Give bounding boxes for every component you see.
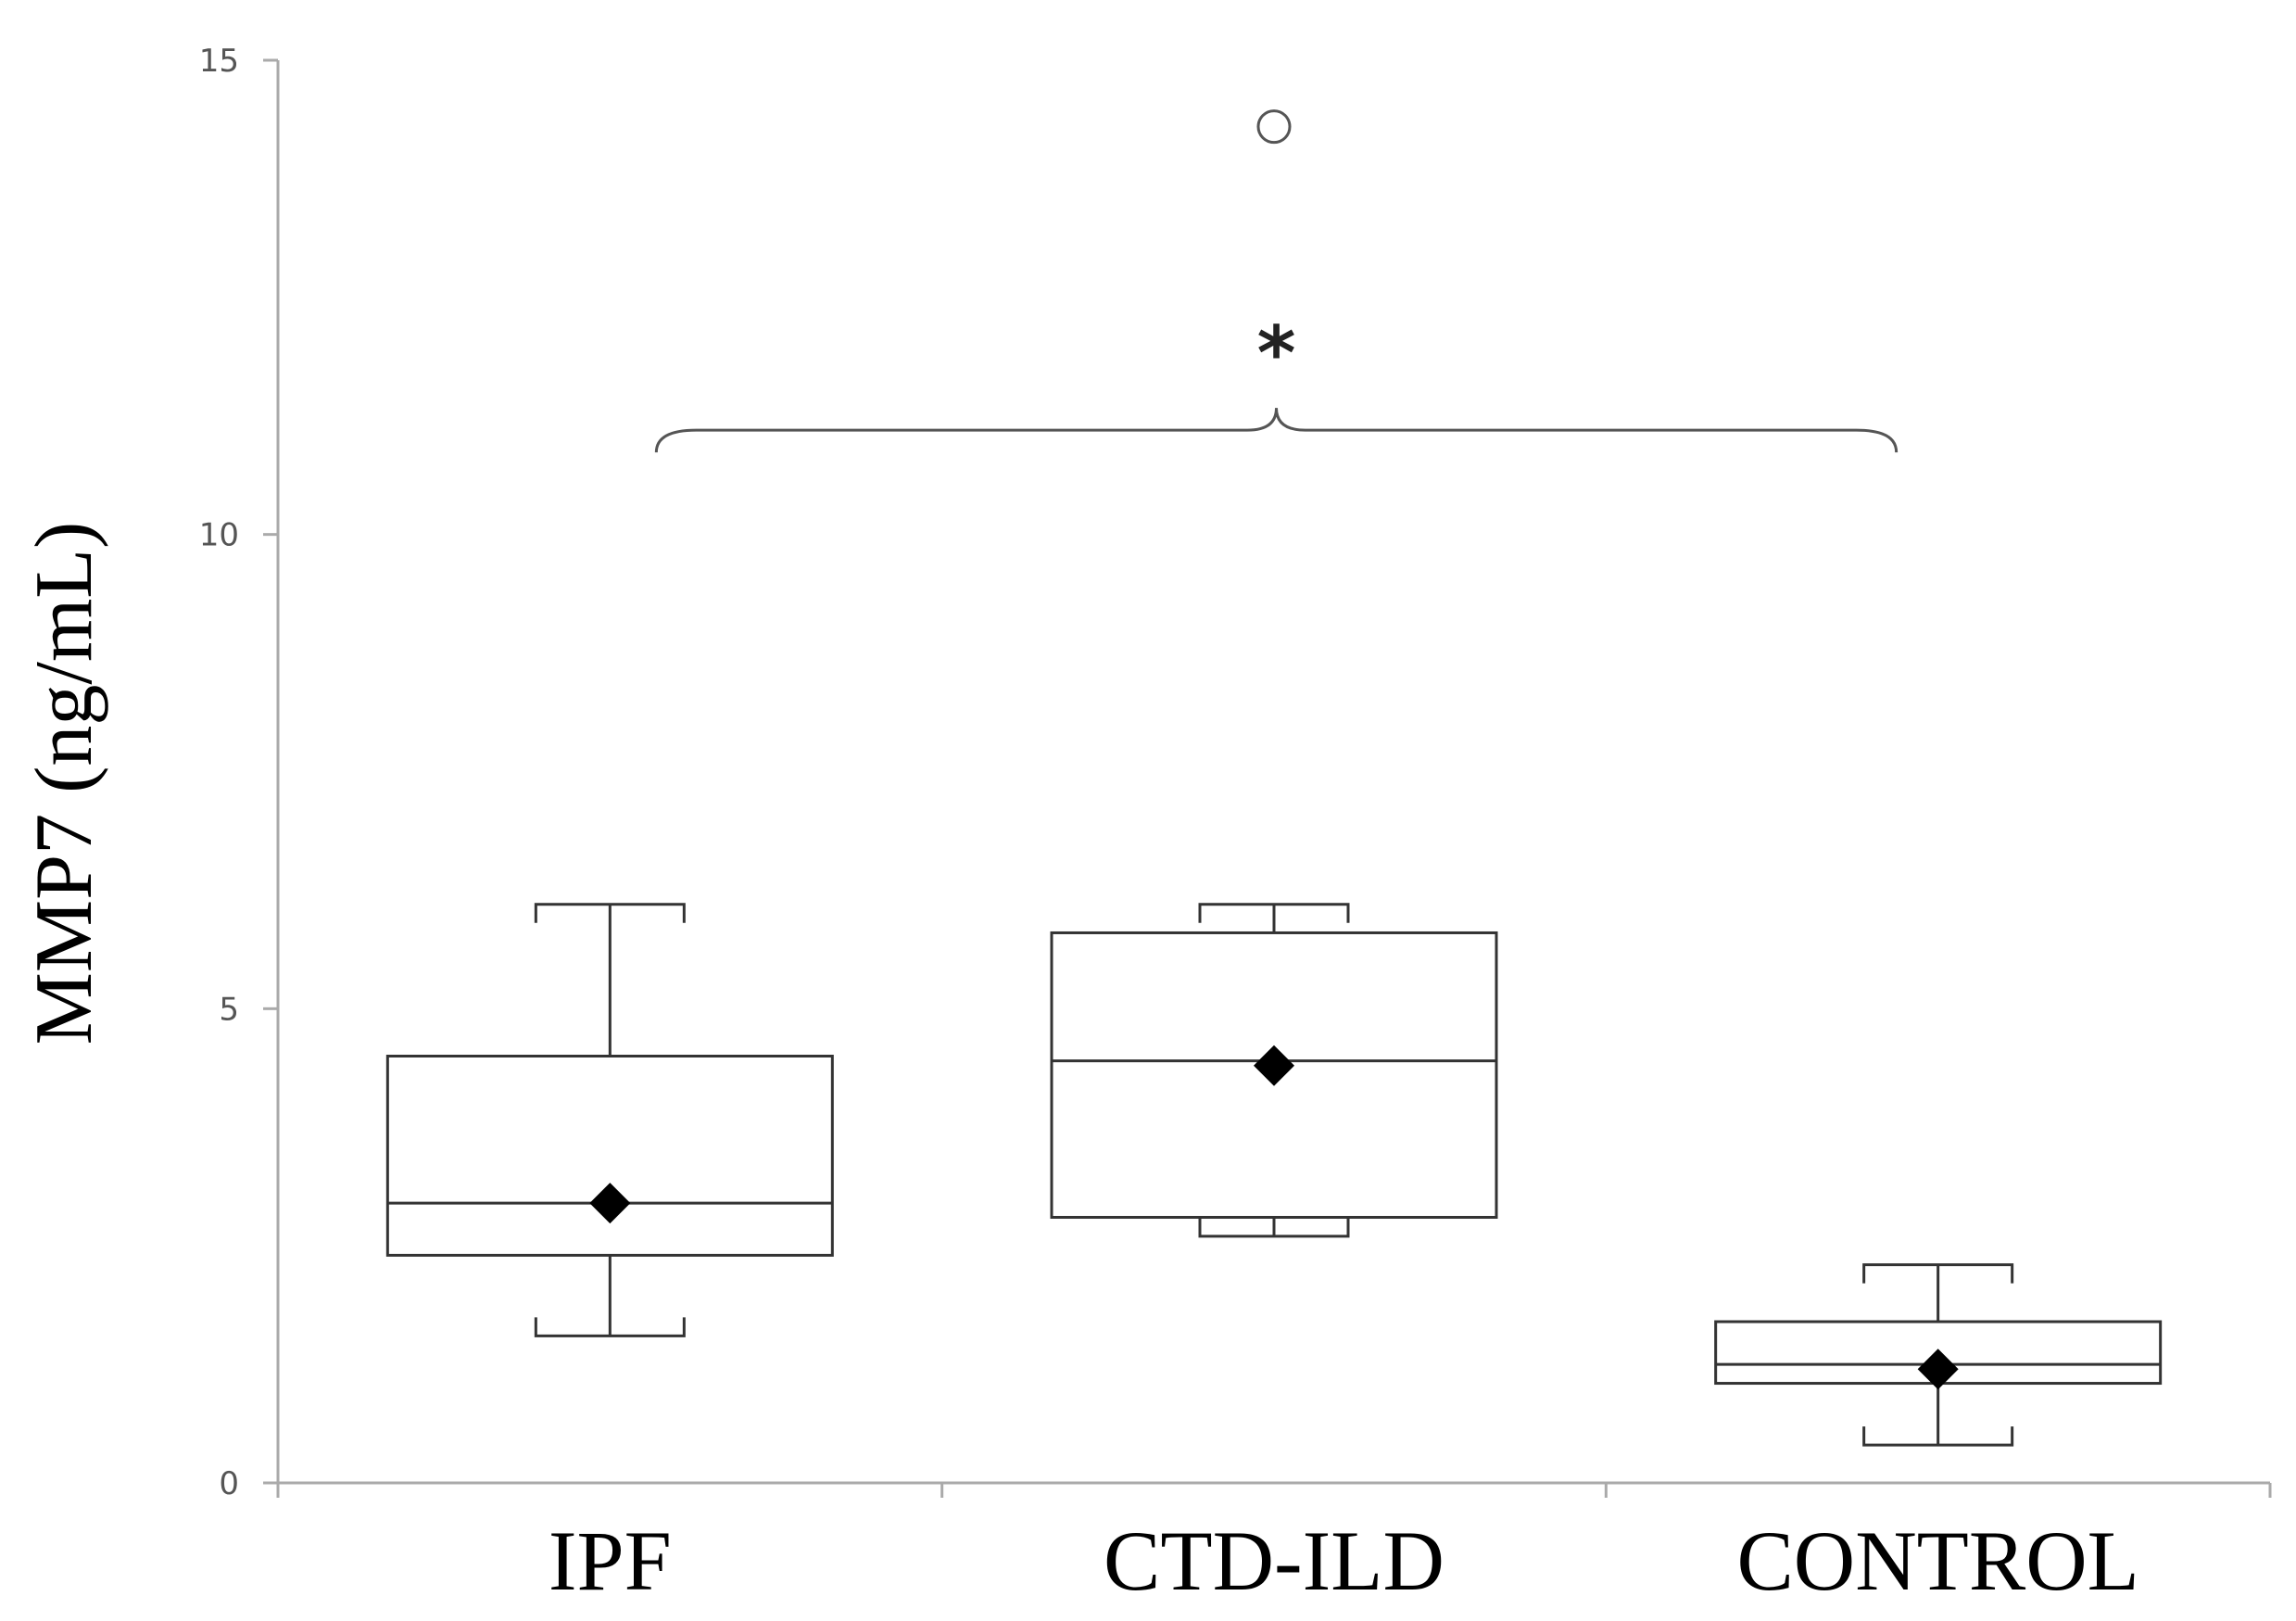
y-tick-label: 0 [219,1465,239,1502]
iqr-box [385,1055,834,1257]
box-ctd-ild [1050,109,1498,1238]
upper-whisker-cap [534,903,686,923]
significance-annotation: * [654,310,1899,453]
y-tick-label: 5 [219,991,239,1028]
significance-label: * [1257,310,1296,397]
x-category-label: CONTROL [1736,1513,2138,1608]
mean-marker [1917,1349,1959,1390]
axes: 0 5 10 15 IPF CTD-ILD CONTROL [199,43,2272,1608]
x-category-label: IPF [549,1513,672,1608]
upper-whisker-cap [1198,903,1350,923]
lower-whisker-cap [534,1317,686,1337]
significance-bracket [654,408,1899,453]
boxes [385,109,2163,1447]
x-category-label: CTD-ILD [1104,1513,1444,1608]
mean-marker [589,1183,631,1224]
y-tick-label: 15 [199,43,239,80]
y-tick-label: 10 [199,517,239,554]
mean-marker [1254,1045,1294,1086]
lower-whisker-cap [1862,1426,2014,1447]
box-control [1714,1263,2163,1447]
lower-whisker-cap [1198,1217,1350,1238]
outlier-point [1256,109,1292,145]
y-axis-title: MMP7 (ng/mL) [19,522,109,1045]
upper-whisker-cap [1862,1263,2014,1284]
box-ipf [385,903,834,1337]
